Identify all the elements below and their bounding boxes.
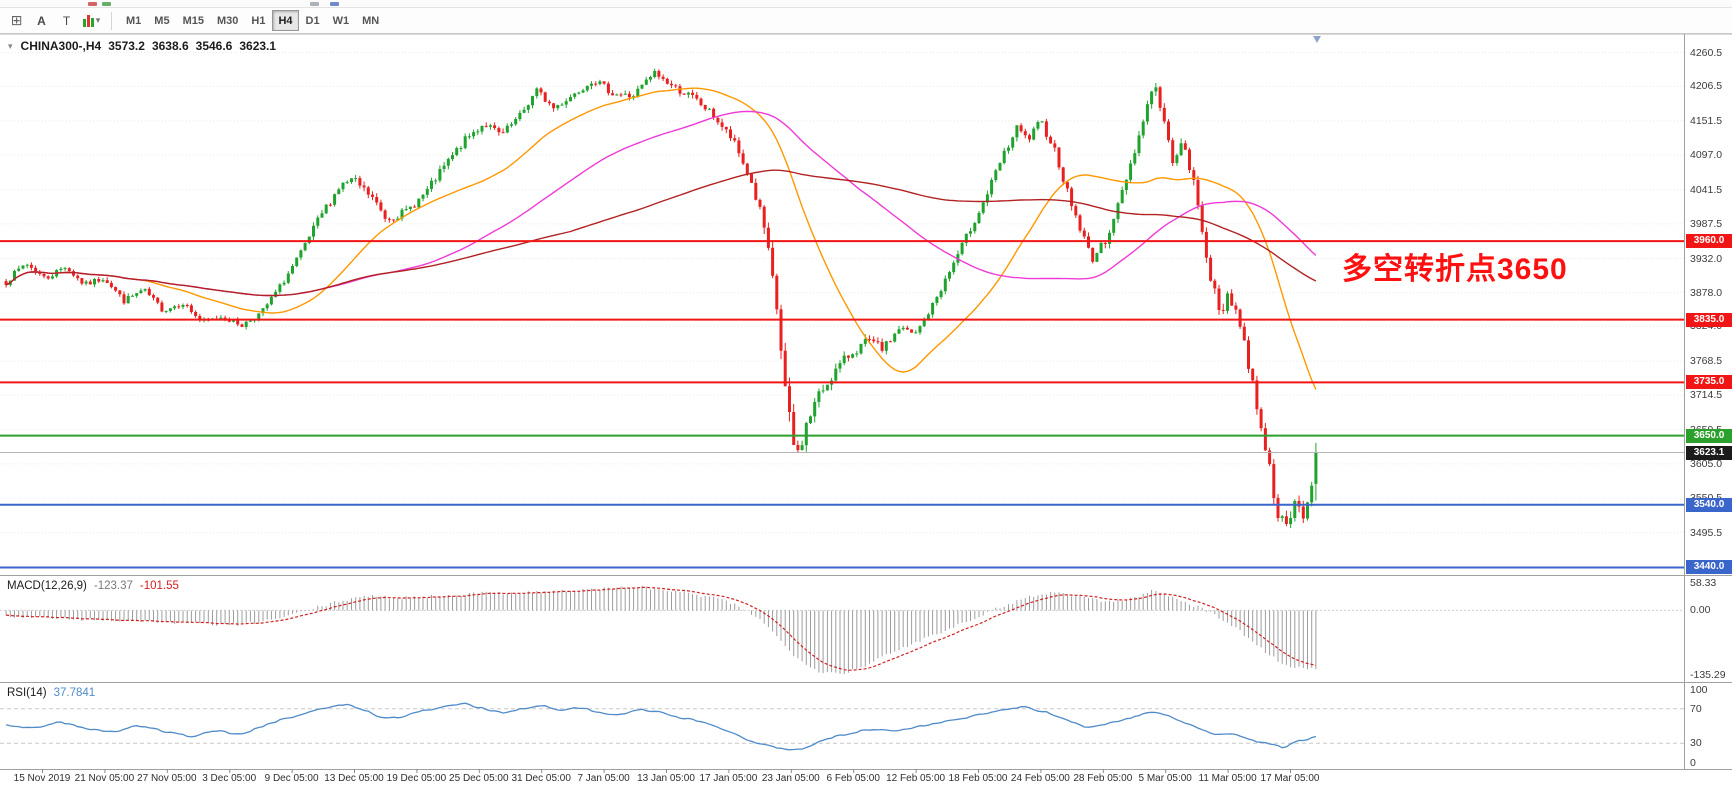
clipped-icon <box>330 2 339 6</box>
macd-main-value: -123.37 <box>93 580 133 592</box>
ohlc-open: 3573.2 <box>108 39 145 53</box>
timeframe-button-mn[interactable]: MN <box>362 14 380 27</box>
date-label: 13 Dec 05:00 <box>324 773 384 784</box>
grid-layer <box>0 52 1684 568</box>
levels-layer <box>0 240 1684 569</box>
timeframe-button-m5[interactable]: M5 <box>154 14 170 27</box>
indicator-bars-icon <box>82 14 94 27</box>
caret-down-icon: ▾ <box>95 15 101 25</box>
type-tool-button[interactable]: T <box>62 13 71 28</box>
toolbar-separator <box>111 11 112 30</box>
ohlc-high: 3638.6 <box>151 39 189 53</box>
shift-marker-icon <box>1313 36 1321 43</box>
indicators-button[interactable]: ▾ <box>80 10 103 31</box>
clipped-icon <box>88 2 97 6</box>
ohlc-close: 3623.1 <box>239 39 277 53</box>
text-label-button[interactable]: A <box>37 13 46 28</box>
moving-averages-layer <box>5 87 1317 390</box>
ohlc-low: 3546.6 <box>195 39 233 53</box>
date-label: 5 Mar 05:00 <box>1138 773 1192 784</box>
timeframe-group: M1 M5 M15 M30 H1 H4 D1 W1 MN <box>120 10 385 31</box>
timeframe-button-m30[interactable]: M30 <box>216 14 239 27</box>
date-label: 23 Jan 05:00 <box>761 773 820 784</box>
time-scale[interactable]: 15 Nov 2019 21 Nov 05:00 27 Nov 05:00 3 Dec… <box>0 773 1700 791</box>
frame-layer <box>0 34 1732 773</box>
timeframe-button-h1[interactable]: H1 <box>251 14 266 27</box>
macd-layer <box>0 586 1684 675</box>
timeframe-button-m1[interactable]: M1 <box>126 14 142 27</box>
macd-indicator-header: MACD(12,26,9) -123.37 -101.55 <box>7 580 179 592</box>
chart-grid-button[interactable]: ⊞ <box>10 12 23 28</box>
rsi-value: 37.7841 <box>53 687 96 699</box>
clipped-icon <box>102 2 111 6</box>
collapse-icon[interactable]: ▾ <box>8 40 13 51</box>
date-label: 21 Nov 05:00 <box>74 773 135 784</box>
date-label: 18 Feb 05:00 <box>948 773 1008 784</box>
rsi-layer <box>0 702 1684 751</box>
rsi-label: RSI(14) <box>7 687 47 699</box>
date-label: 25 Dec 05:00 <box>449 773 509 784</box>
clipped-toolbar-strip <box>0 0 1732 8</box>
date-label: 28 Feb 05:00 <box>1073 773 1133 784</box>
symbol-period: CHINA300-,H4 <box>20 39 102 53</box>
timeframe-button-m15[interactable]: M15 <box>182 14 204 27</box>
date-label: 17 Jan 05:00 <box>699 773 758 784</box>
date-label: 31 Dec 05:00 <box>511 773 571 784</box>
rsi-indicator-header: RSI(14) 37.7841 <box>7 687 95 699</box>
date-label: 19 Dec 05:00 <box>386 773 447 784</box>
date-label: 13 Jan 05:00 <box>637 773 695 784</box>
date-label: 15 Nov 2019 <box>13 773 71 784</box>
date-label: 7 Jan 05:00 <box>577 773 630 784</box>
date-label: 3 Dec 05:00 <box>202 773 257 784</box>
date-label: 12 Feb 05:00 <box>886 773 946 784</box>
date-label: 6 Feb 05:00 <box>826 773 880 784</box>
macd-signal-value: -101.55 <box>139 580 179 592</box>
chart-symbol-header: ▾ CHINA300-,H4 3573.2 3638.6 3546.6 3623… <box>8 39 276 53</box>
date-label: 27 Nov 05:00 <box>137 773 197 784</box>
timeframe-button-h4[interactable]: H4 <box>272 10 299 31</box>
date-label: 17 Mar 05:00 <box>1260 773 1320 784</box>
date-label: 9 Dec 05:00 <box>264 773 319 784</box>
candles-layer <box>4 68 1318 528</box>
chart-toolbar: ⊞ A T ▾ M1 M5 M15 M30 H1 H4 D1 W1 MN <box>0 8 1732 34</box>
text-annotation[interactable]: 多空转折点3650 <box>1342 253 1568 286</box>
timeframe-button-w1[interactable]: W1 <box>332 14 350 27</box>
timeframe-button-d1[interactable]: D1 <box>305 14 320 27</box>
date-label: 24 Feb 05:00 <box>1010 773 1070 784</box>
date-label: 11 Mar 05:00 <box>1198 773 1257 784</box>
macd-label: MACD(12,26,9) <box>7 580 87 592</box>
clipped-icon <box>310 2 319 6</box>
